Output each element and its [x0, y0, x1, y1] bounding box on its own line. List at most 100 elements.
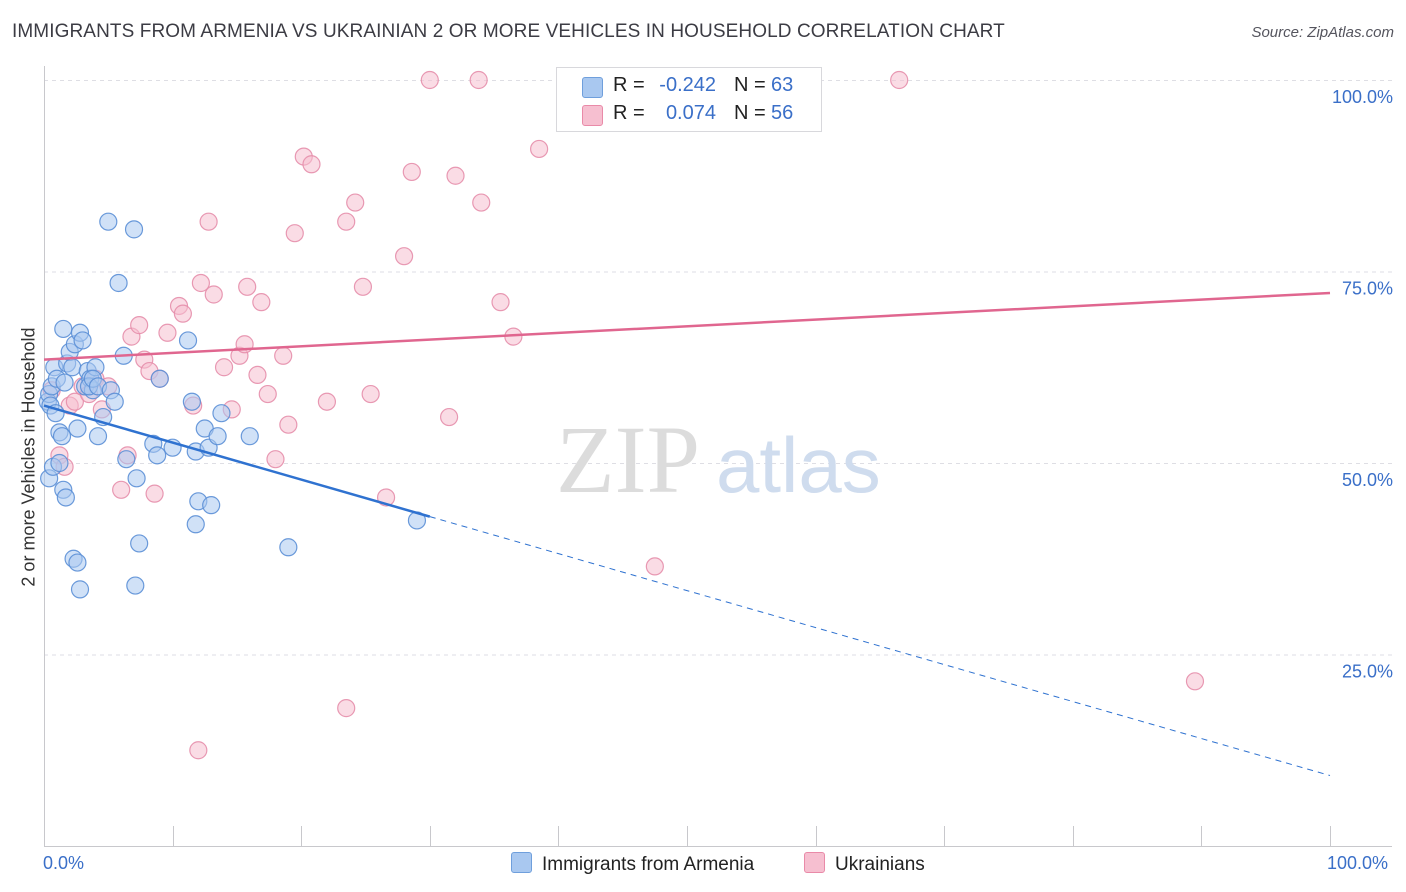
armenia-point — [73, 331, 92, 350]
ukrainians-point — [191, 273, 210, 293]
armenia-point — [109, 273, 128, 293]
bottom-legend-armenia: Immigrants from Armenia — [511, 852, 754, 876]
legend-n-label: N = — [734, 74, 766, 96]
ukrainians-point — [274, 346, 293, 365]
bottom-legend-swatch-armenia — [511, 852, 532, 873]
ukrainians-point — [266, 450, 285, 469]
ukrainians-point — [469, 70, 488, 90]
legend-swatch-ukrainians — [582, 105, 603, 126]
y-tick-label: 50.0% — [1342, 470, 1393, 490]
watermark-atlas: atlas — [716, 421, 881, 509]
legend-n-value: 56 — [771, 102, 794, 124]
ukrainians-point — [353, 277, 373, 296]
armenia-point — [130, 534, 149, 553]
armenia-point — [279, 538, 298, 557]
armenia-point — [127, 469, 146, 488]
armenia-point — [186, 515, 205, 534]
ukrainians-point — [204, 285, 223, 304]
ukrainians-point — [285, 224, 304, 243]
armenia-trend-line — [43, 404, 431, 518]
armenia-point — [178, 331, 198, 350]
armenia-point — [68, 553, 87, 572]
ukrainians-point — [337, 699, 356, 718]
armenia-point — [240, 427, 259, 446]
y-tick-labels: 100.0% 75.0% 50.0% 25.0% — [1332, 87, 1393, 682]
ukrainians-point — [530, 139, 549, 159]
armenia-point — [88, 427, 108, 446]
grid-lines — [44, 80, 1392, 656]
armenia-point — [52, 427, 72, 446]
ukrainians-point — [238, 277, 257, 296]
ukrainians-point — [402, 162, 421, 182]
ukrainians-point — [112, 480, 131, 499]
chart-source: Source: ZipAtlas.com — [1251, 24, 1394, 41]
ukrainians-point — [65, 392, 84, 411]
axes — [44, 66, 1392, 847]
armenia-point — [208, 427, 227, 446]
bottom-legend-swatch-ukrainians — [804, 852, 825, 873]
y-tick-label: 100.0% — [1332, 87, 1393, 107]
bottom-legend-label-armenia: Immigrants from Armenia — [542, 854, 755, 875]
armenia-point — [148, 446, 167, 465]
stats-legend-row-armenia: R = -0.242 N = 63 — [557, 73, 821, 101]
armenia-point — [99, 212, 118, 231]
y-tick-label: 75.0% — [1342, 279, 1393, 299]
trend-lines — [43, 291, 1331, 777]
ukrainians-point — [346, 193, 365, 212]
legend-r-value: -0.242 — [659, 74, 716, 96]
ukrainians-trend-line — [43, 291, 1331, 361]
ukrainians-point — [645, 557, 664, 576]
stats-legend: R = -0.242 N = 63 R = 0.074 N = 56 — [556, 67, 822, 132]
armenia-trend-extension — [429, 516, 1331, 777]
x-axis-min-label: 0.0% — [43, 853, 85, 873]
legend-n-value: 63 — [771, 74, 794, 96]
legend-r-label: R = — [613, 102, 645, 124]
ukrainians-point — [130, 316, 149, 335]
ukrainians-point — [890, 70, 909, 90]
legend-r-value: 0.074 — [665, 102, 716, 124]
ukrainians-point — [420, 70, 439, 90]
ukrainians-point — [439, 407, 459, 427]
armenia-point — [212, 404, 231, 423]
ukrainians-point — [248, 365, 267, 385]
armenia-point — [126, 576, 145, 595]
armenia-point — [150, 369, 169, 388]
ukrainians-point — [317, 392, 337, 411]
ukrainians-point — [302, 155, 321, 174]
bottom-legend-label-ukrainians: Ukrainians — [835, 854, 925, 875]
armenia-point — [182, 392, 201, 411]
chart-title: IMMIGRANTS FROM ARMENIA VS UKRAINIAN 2 O… — [12, 21, 1005, 42]
ukrainians-point — [158, 323, 177, 342]
legend-swatch-armenia — [582, 77, 603, 98]
y-axis-label: 2 or more Vehicles in Household — [18, 327, 39, 587]
ukrainians-point — [1185, 672, 1205, 691]
ukrainians-point — [446, 166, 465, 185]
armenia-point — [56, 488, 75, 507]
armenia-point — [55, 373, 74, 392]
armenia-point — [70, 580, 90, 599]
ukrainians-point — [337, 212, 356, 231]
armenia-point — [68, 419, 87, 438]
legend-r-label: R = — [613, 74, 645, 96]
y-tick-label: 25.0% — [1342, 662, 1393, 682]
ukrainians-point — [361, 384, 380, 404]
ukrainians-point — [279, 415, 298, 434]
ukrainians-point — [199, 212, 218, 231]
series-armenia — [38, 212, 427, 599]
legend-n-label: N = — [734, 102, 766, 124]
watermark: ZIP atlas — [556, 406, 881, 513]
ukrainians-point — [258, 384, 277, 404]
armenia-point — [202, 496, 221, 515]
ukrainians-point — [189, 741, 208, 760]
x-axis-max-label: 100.0% — [1327, 853, 1389, 873]
armenia-point — [50, 453, 69, 473]
ukrainians-point — [252, 293, 271, 312]
armenia-point — [124, 220, 144, 239]
armenia-point — [117, 450, 136, 469]
armenia-point — [105, 392, 124, 411]
watermark-zip: ZIP — [556, 406, 700, 513]
ukrainians-point — [491, 293, 510, 312]
ukrainians-point — [173, 304, 192, 323]
stats-legend-row-ukrainians: R = 0.074 N = 56 — [557, 101, 821, 129]
